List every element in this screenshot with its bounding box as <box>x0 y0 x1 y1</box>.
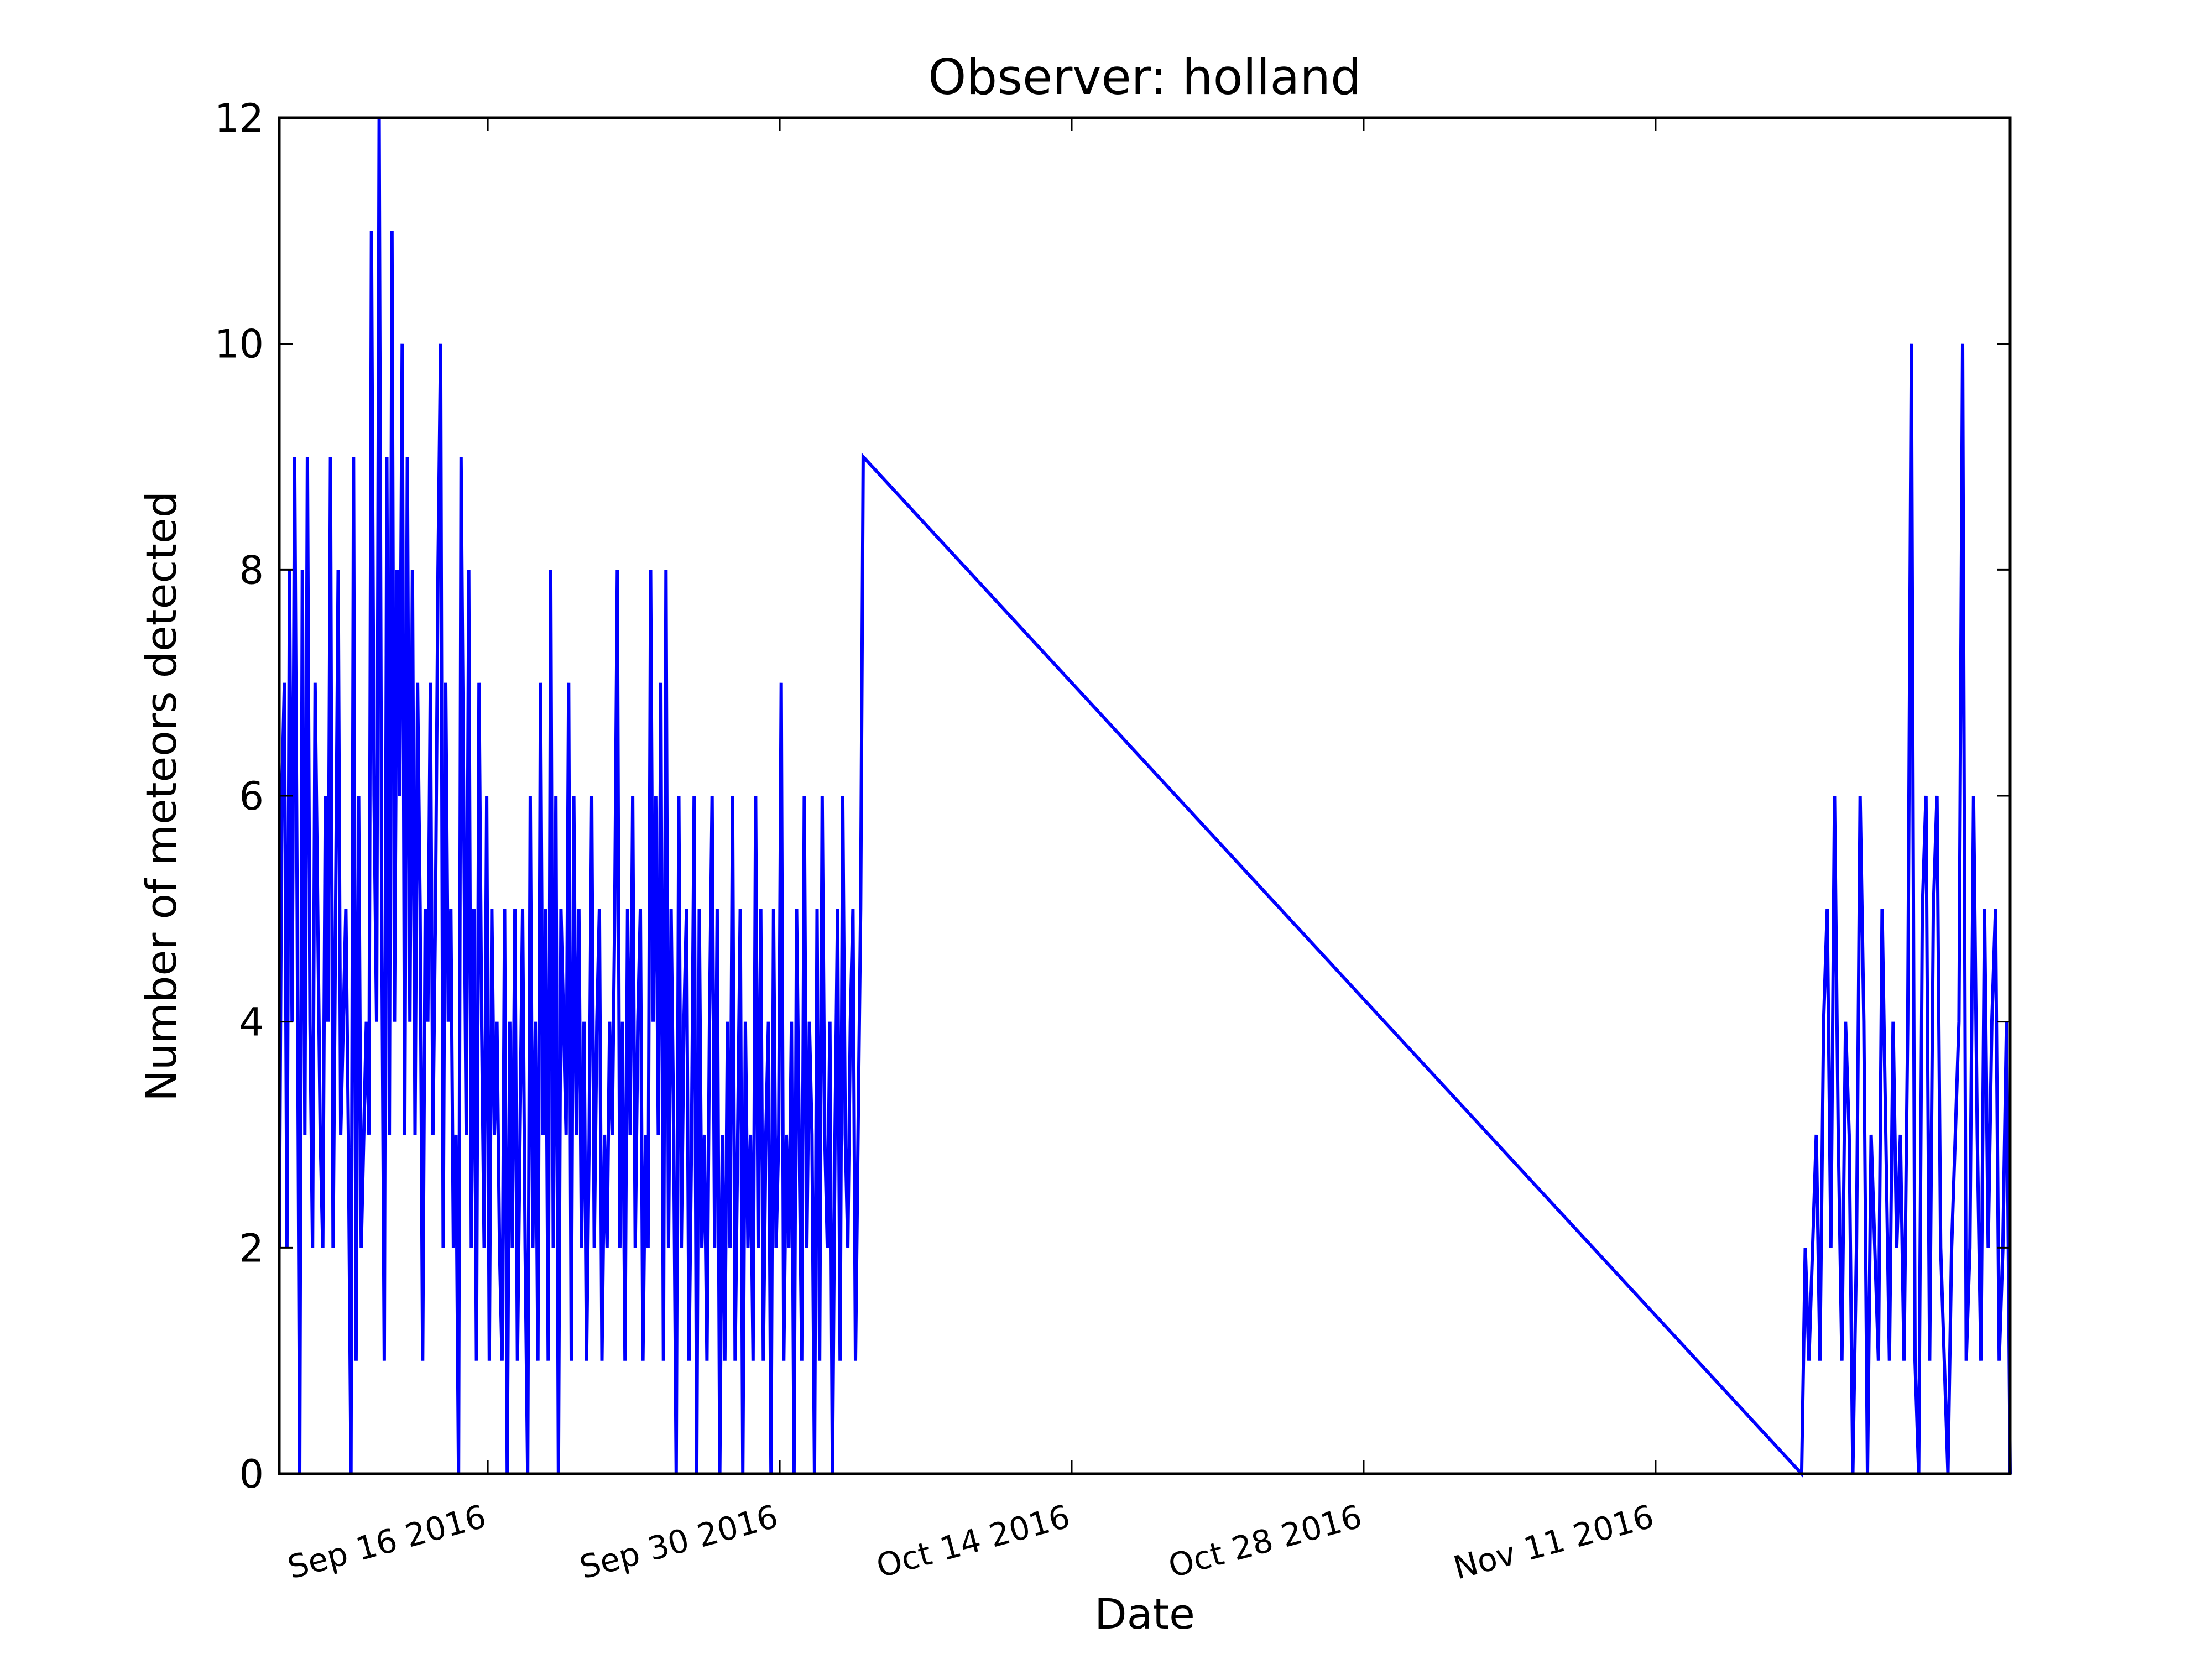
y-tick-label: 12 <box>215 96 264 141</box>
plot-area: 0 2 4 6 8 10 12 Sep 16 2016 Sep 30 2016 Oct 14 20… <box>215 96 2012 1587</box>
y-axis-label: Number of meteors detected <box>137 491 186 1102</box>
x-tick-label: Oct 28 2016 <box>1165 1498 1366 1585</box>
x-tick-label: Sep 30 2016 <box>576 1498 782 1587</box>
y-tick-label: 4 <box>239 1000 264 1045</box>
y-tick-label: 8 <box>239 547 264 593</box>
tick-layer: 0 2 4 6 8 10 12 Sep 16 2016 Sep 30 2016 Oct 14 20… <box>215 96 2010 1587</box>
x-tick-label: Nov 11 2016 <box>1449 1498 1657 1587</box>
series-line <box>278 117 2012 1478</box>
y-tick-label: 6 <box>239 774 264 819</box>
series-layer <box>278 117 2012 1478</box>
x-axis-label: Date <box>1094 1589 1195 1639</box>
x-tick-label: Sep 16 2016 <box>284 1498 490 1587</box>
y-tick-label: 2 <box>239 1225 264 1271</box>
x-tick-label: Oct 14 2016 <box>873 1498 1074 1585</box>
plot-frame <box>278 116 2012 1475</box>
y-tick-label: 0 <box>239 1452 264 1497</box>
y-tick-label: 10 <box>215 322 264 367</box>
chart-title: Observer: holland <box>928 49 1361 106</box>
